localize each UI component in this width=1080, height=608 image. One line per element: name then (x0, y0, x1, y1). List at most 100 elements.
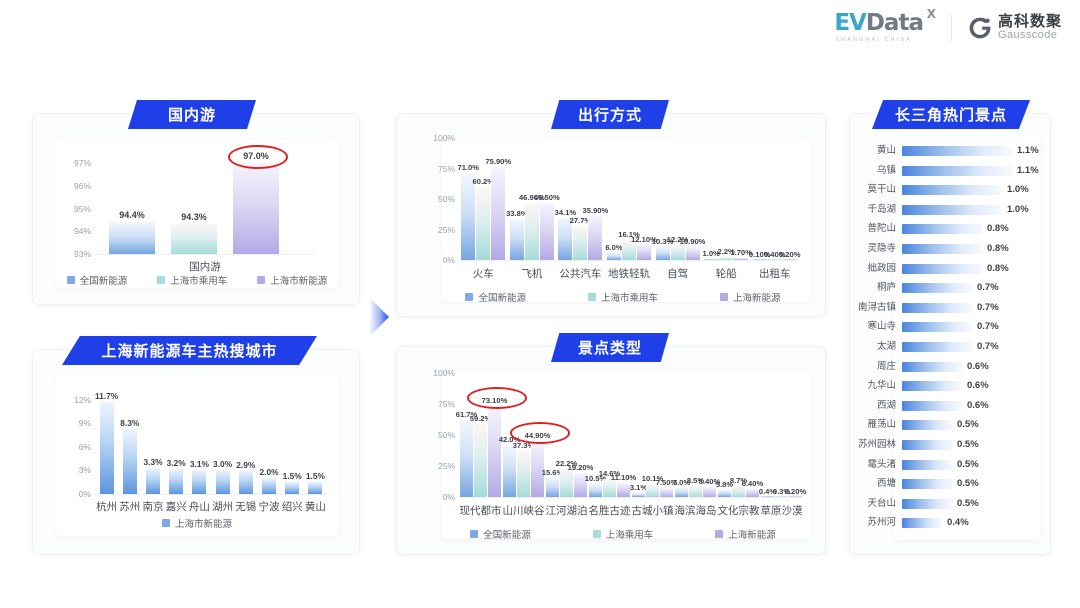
x-axis-tick: 飞机 (521, 268, 543, 280)
hotspot-row[interactable]: 苏州园林 0.5% (850, 436, 1050, 456)
hotspot-row[interactable]: 黄山 1.1% (850, 142, 1050, 162)
y-axis-tick: 97% (73, 158, 91, 169)
bar-travelmode-2 (782, 259, 797, 260)
gausscode-logo: 高科数聚 Gausscode (968, 14, 1062, 41)
axis-baseline (459, 260, 799, 261)
hotspot-row[interactable]: 桐庐 0.7% (850, 279, 1050, 299)
hotspot-value: 1.1% (1017, 164, 1039, 176)
hotspot-bar (902, 322, 972, 333)
legend-item[interactable]: 全国新能源 (66, 273, 127, 287)
bar-value-label: 61.7% (455, 410, 478, 420)
hotspot-value: 0.4% (947, 517, 969, 529)
hotspot-row[interactable]: 苏州河 0.4% (850, 514, 1050, 534)
axis-baseline (95, 494, 327, 495)
bar-city (308, 482, 323, 494)
x-axis-tick: 嘉兴 (165, 501, 187, 513)
banner-spottype: 景点类型 (551, 333, 669, 362)
bar-value-label: 3.0% (213, 459, 233, 470)
legend-item[interactable]: 上海新能源 (715, 527, 776, 541)
hotspot-row[interactable]: 灵隐寺 0.8% (850, 240, 1050, 260)
y-axis-tick: 6% (78, 441, 91, 452)
x-axis-tick: 宁波 (258, 501, 280, 513)
legend-item[interactable]: 全国新能源 (465, 290, 526, 304)
hotspot-row[interactable]: 雁荡山 0.5% (850, 416, 1050, 436)
bar-value-label: 8.5% (686, 476, 705, 486)
hotspot-name: 普陀山 (867, 223, 896, 235)
hotspot-value: 0.6% (967, 380, 989, 392)
legend-item[interactable]: 上海市新能源 (257, 273, 327, 287)
bar-spottype-2 (703, 486, 716, 497)
legend-item[interactable]: 上海市乘用车 (157, 273, 227, 287)
bar-spottype-2 (746, 489, 759, 497)
hotspot-bar (902, 400, 962, 411)
legend-swatch-0 (66, 276, 75, 284)
hotspot-row[interactable]: 太湖 0.7% (850, 338, 1050, 358)
bar-value-label: 11.7% (94, 391, 119, 402)
hotspots-list-card (894, 136, 1040, 540)
bar-travelmode-1 (719, 257, 734, 260)
hotspot-row[interactable]: 寒山寺 0.7% (850, 318, 1050, 338)
bar-spottype-2 (531, 441, 544, 497)
hotspot-row[interactable]: 西塘 0.5% (850, 475, 1050, 495)
y-axis-tick: 100% (433, 368, 455, 378)
hotspot-name: 南浔古镇 (857, 301, 896, 313)
legend-swatch-0 (161, 519, 170, 527)
bar-value-label: 37.3% (512, 440, 535, 450)
domestic-plot: 97% 96% 95% 94% 93% 94.4% 94.3% 97.0% 国内游 全国新能源 上海… (55, 140, 339, 288)
bar-travelmode-0 (704, 258, 719, 260)
hotspot-row[interactable]: 鼋头渚 0.5% (850, 456, 1050, 476)
bar-spottype-0 (632, 493, 645, 497)
bar-spottype-0 (718, 489, 731, 497)
legend-label: 上海市乘用车 (600, 293, 658, 304)
legend-item[interactable]: 上海市新能源 (161, 516, 232, 530)
axis-baseline (95, 254, 315, 255)
hotspot-bar (902, 146, 1012, 156)
bar-city (99, 402, 114, 494)
hotspot-name: 桐庐 (876, 282, 896, 294)
legend-item[interactable]: 全国新能源 (470, 527, 531, 541)
chart-legend: 全国新能源 上海市乘用车 上海新能源 (445, 290, 801, 304)
bar-city (146, 468, 160, 494)
banner-hotcities: 上海新能源车主热搜城市 (62, 336, 317, 365)
domestic-chart-card: 97% 96% 95% 94% 93% 94.4% 94.3% 97.0% 国内游 全国新能源 上海… (55, 140, 339, 288)
legend-item[interactable]: 上海新能源 (720, 290, 781, 304)
bar-value-label: 5.8% (715, 479, 734, 489)
hotspot-row[interactable]: 千岛湖 1.0% (850, 201, 1050, 221)
legend-item[interactable]: 上海市乘用车 (587, 290, 658, 304)
bar-travelmode-2 (491, 167, 506, 260)
hotspot-row[interactable]: 莫干山 1.0% (850, 181, 1050, 201)
bar-spottype-1 (474, 423, 487, 497)
hotspot-row[interactable]: 九华山 0.6% (850, 377, 1050, 397)
hotspot-row[interactable]: 乌镇 1.1% (850, 162, 1050, 182)
bar-value-label: 0.20% (778, 249, 801, 259)
bar-value-label: 12.2% (666, 235, 689, 245)
y-axis-tick: 0% (442, 492, 455, 502)
hotspot-row[interactable]: 周庄 0.6% (850, 358, 1050, 378)
x-axis-tick: 杭州 (96, 501, 118, 513)
hotspot-row[interactable]: 普陀山 0.8% (850, 220, 1050, 240)
hotspot-row[interactable]: 南浔古镇 0.7% (850, 299, 1050, 319)
hotspot-bar (902, 185, 1002, 196)
hotspot-row[interactable]: 西湖 0.6% (850, 397, 1050, 417)
hotspot-value: 0.8% (987, 223, 1009, 235)
bar-value-label: 10.5% (584, 473, 607, 483)
bar-value-label: 1.0% (702, 248, 720, 258)
bar-spottype-1 (646, 484, 659, 497)
hotspot-row[interactable]: 拙政园 0.8% (850, 260, 1050, 280)
panel-spottype: 100% 75% 50% 25% 0% 61.7% 59.2% 73.10% 现代都市 42.0%… (396, 346, 826, 555)
bar-spottype-2 (574, 473, 587, 497)
bar-value-label: 10.90% (679, 236, 706, 246)
hotspot-name: 周庄 (876, 360, 896, 372)
bar-travelmode-1 (670, 245, 685, 260)
bar-travelmode-0 (461, 173, 476, 260)
y-axis-tick: 100% (433, 133, 455, 143)
legend-label: 上海新能源 (733, 293, 781, 304)
bar-spottype-2 (789, 496, 802, 497)
hotspot-bar (902, 244, 982, 254)
bar-value-label: 46.50% (533, 193, 560, 203)
bar-spottype-0 (503, 444, 516, 497)
hotspot-row[interactable]: 天台山 0.5% (850, 495, 1050, 515)
chart-legend: 上海市新能源 (63, 516, 331, 530)
y-axis-tick: 75% (437, 163, 455, 174)
legend-item[interactable]: 上海乘用车 (592, 527, 653, 541)
